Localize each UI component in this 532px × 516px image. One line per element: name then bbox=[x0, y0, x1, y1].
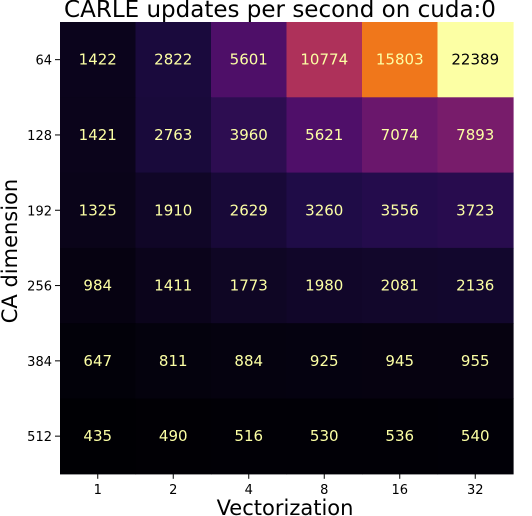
x-tick-label: 2 bbox=[169, 483, 177, 498]
cell-value-label: 1773 bbox=[230, 277, 268, 295]
heatmap-cell bbox=[135, 247, 212, 324]
y-tick-label: 384 bbox=[27, 355, 52, 370]
cell-value-label: 15803 bbox=[376, 51, 424, 69]
cell-value-label: 3260 bbox=[305, 201, 343, 219]
heatmap-cell bbox=[362, 398, 439, 475]
y-tick-label: 64 bbox=[35, 54, 52, 69]
y-axis-label: CA dimension bbox=[0, 179, 22, 324]
cell-value-label: 2763 bbox=[154, 126, 192, 144]
heatmap-cell bbox=[437, 172, 514, 249]
cell-value-label: 2629 bbox=[230, 201, 268, 219]
heatmap-cell bbox=[211, 22, 288, 98]
cell-value-label: 3556 bbox=[381, 201, 419, 219]
y-tick-label: 512 bbox=[27, 430, 52, 445]
cell-value-label: 1980 bbox=[305, 277, 343, 295]
cell-value-label: 647 bbox=[83, 352, 112, 370]
heatmap-cell bbox=[211, 172, 288, 249]
cell-value-label: 984 bbox=[83, 277, 112, 295]
x-tick-label: 32 bbox=[467, 483, 484, 498]
cell-value-label: 1422 bbox=[79, 51, 117, 69]
cell-value-label: 1411 bbox=[154, 277, 192, 295]
heatmap-cell bbox=[60, 172, 137, 249]
heatmap-cell bbox=[60, 22, 137, 98]
heatmap-cell bbox=[60, 323, 137, 400]
cell-value-label: 7074 bbox=[381, 126, 419, 144]
y-tick-label: 192 bbox=[27, 204, 52, 219]
cell-value-label: 2081 bbox=[381, 277, 419, 295]
cell-value-label: 2822 bbox=[154, 51, 192, 69]
cell-value-label: 435 bbox=[83, 427, 112, 445]
heatmap-cell bbox=[211, 323, 288, 400]
heatmap-cell bbox=[286, 22, 363, 98]
heatmap-cell bbox=[437, 22, 514, 98]
y-tick-label: 256 bbox=[27, 280, 52, 295]
x-axis-ticks: 1 2 4 8 16 32 bbox=[94, 473, 484, 498]
heatmap-cell bbox=[135, 398, 212, 475]
chart-title: CARLE updates per second on cuda:0 bbox=[64, 0, 496, 23]
heatmap-cell bbox=[286, 172, 363, 249]
x-tick-label: 16 bbox=[391, 483, 408, 498]
heatmap-cell bbox=[437, 398, 514, 475]
cell-value-label: 3960 bbox=[230, 126, 268, 144]
heatmap-cell bbox=[135, 323, 212, 400]
cell-value-label: 516 bbox=[234, 427, 263, 445]
heatmap-cell bbox=[135, 97, 212, 174]
cell-value-label: 5601 bbox=[230, 51, 268, 69]
heatmap-cell bbox=[437, 247, 514, 324]
heatmap-cell bbox=[362, 97, 439, 174]
heatmap-cell bbox=[286, 398, 363, 475]
heatmap-cells bbox=[60, 22, 514, 475]
cell-value-label: 490 bbox=[159, 427, 188, 445]
heatmap-cell bbox=[135, 172, 212, 249]
heatmap-cell bbox=[286, 323, 363, 400]
heatmap-cell bbox=[211, 398, 288, 475]
cell-value-label: 10774 bbox=[300, 51, 348, 69]
cell-value-label: 1421 bbox=[79, 126, 117, 144]
heatmap-cell bbox=[211, 97, 288, 174]
cell-value-label: 945 bbox=[385, 352, 414, 370]
cell-value-label: 530 bbox=[310, 427, 339, 445]
heatmap-annotations: 1422 2822 5601 10774 15803 22389 1421 2763 3960 5… bbox=[79, 51, 499, 445]
heatmap-cell bbox=[60, 97, 137, 174]
cell-value-label: 1910 bbox=[154, 201, 192, 219]
heatmap-cell bbox=[362, 247, 439, 324]
x-tick-label: 4 bbox=[245, 483, 253, 498]
cell-value-label: 811 bbox=[159, 352, 188, 370]
y-axis-ticks: 64 128 192 256 384 512 bbox=[27, 54, 60, 445]
cell-value-label: 1325 bbox=[79, 201, 117, 219]
cell-value-label: 22389 bbox=[451, 51, 499, 69]
x-tick-label: 8 bbox=[320, 483, 328, 498]
cell-value-label: 884 bbox=[234, 352, 263, 370]
cell-value-label: 7893 bbox=[456, 126, 494, 144]
heatmap-cell bbox=[60, 398, 137, 475]
heatmap-cell bbox=[437, 97, 514, 174]
x-tick-label: 1 bbox=[94, 483, 102, 498]
x-axis-label: Vectorization bbox=[217, 496, 354, 516]
y-tick-label: 128 bbox=[27, 129, 52, 144]
heatmap-cell bbox=[362, 22, 439, 98]
cell-value-label: 536 bbox=[385, 427, 414, 445]
cell-value-label: 540 bbox=[461, 427, 490, 445]
heatmap-cell bbox=[437, 323, 514, 400]
cell-value-label: 925 bbox=[310, 352, 339, 370]
heatmap-cell bbox=[286, 247, 363, 324]
heatmap-cell bbox=[60, 247, 137, 324]
heatmap-cell bbox=[211, 247, 288, 324]
cell-value-label: 5621 bbox=[305, 126, 343, 144]
heatmap-cell bbox=[135, 22, 212, 98]
cell-value-label: 2136 bbox=[456, 277, 494, 295]
cell-value-label: 3723 bbox=[456, 201, 494, 219]
heatmap-cell bbox=[286, 97, 363, 174]
heatmap-cell bbox=[362, 172, 439, 249]
cell-value-label: 955 bbox=[461, 352, 490, 370]
heatmap-cell bbox=[362, 323, 439, 400]
